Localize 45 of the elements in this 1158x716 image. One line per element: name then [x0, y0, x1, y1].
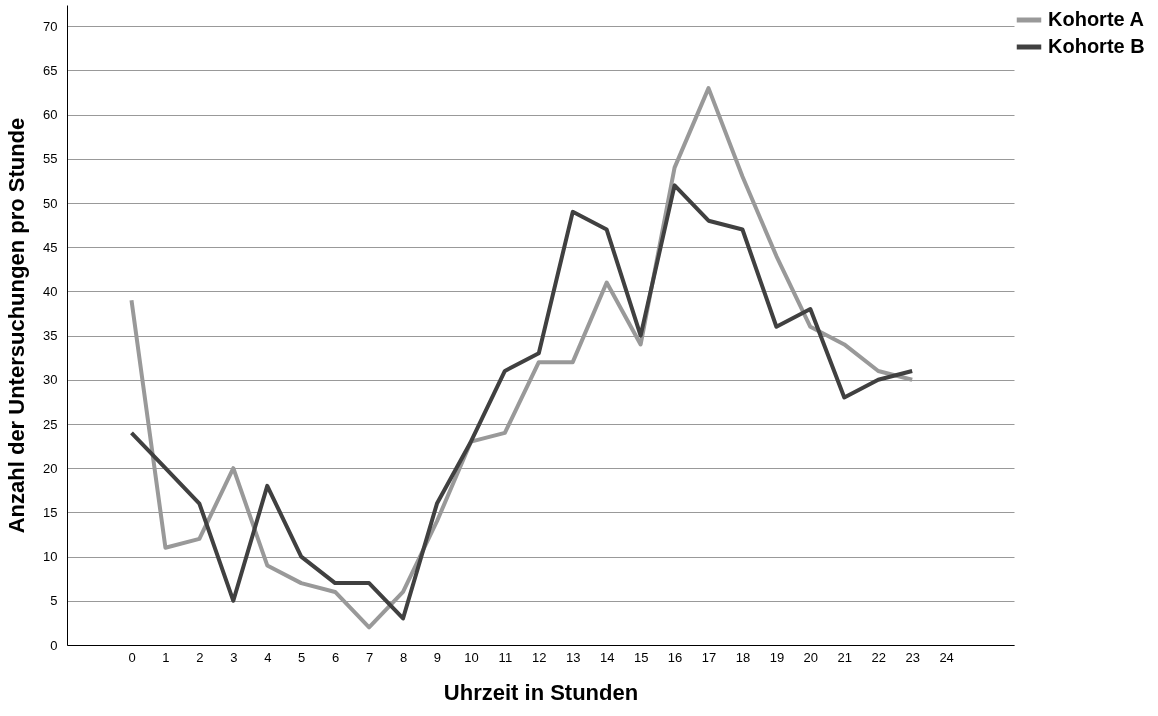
- y-tick-label: 65: [43, 62, 58, 78]
- x-tick-label: 23: [905, 649, 920, 665]
- y-tick-label: 20: [43, 460, 58, 476]
- x-tick-label: 2: [196, 649, 204, 665]
- legend-label: Kohorte A: [1048, 8, 1144, 30]
- x-tick-label: 18: [735, 649, 751, 665]
- x-tick-label: 5: [298, 649, 306, 665]
- x-tick-label: 16: [667, 649, 683, 665]
- y-tick-label: 70: [43, 18, 58, 34]
- x-tick-label: 6: [332, 649, 340, 665]
- x-tick-label: 19: [769, 649, 785, 665]
- legend-label: Kohorte B: [1048, 35, 1145, 57]
- x-tick-label: 7: [365, 649, 374, 665]
- x-axis-title: Uhrzeit in Stunden: [443, 679, 639, 705]
- x-tick-label: 4: [264, 649, 272, 665]
- x-tick-label: 8: [399, 649, 408, 665]
- x-tick-label: 24: [939, 649, 954, 665]
- y-tick-label: 5: [50, 593, 58, 609]
- y-tick-label: 60: [43, 107, 58, 123]
- y-tick-label: 25: [43, 416, 58, 432]
- x-tick-label: 15: [633, 649, 649, 665]
- y-tick-label: 40: [43, 283, 58, 299]
- x-tick-label: 12: [532, 649, 547, 665]
- x-tick-label: 20: [803, 649, 819, 665]
- x-tick-label: 1: [162, 649, 170, 665]
- y-axis-title: Anzahl der Untersuchungen pro Stunde: [4, 117, 30, 534]
- x-tick-label: 21: [837, 649, 853, 665]
- line-series: [129, 183, 915, 621]
- y-tick-label: 30: [43, 372, 58, 388]
- y-tick-label: 0: [50, 637, 58, 653]
- x-tick-label: 0: [128, 649, 136, 665]
- y-tick-label: 10: [43, 549, 58, 565]
- y-tick-label: 35: [43, 328, 58, 344]
- x-tick-label: 10: [464, 649, 479, 665]
- y-tick-label: 50: [43, 195, 58, 211]
- y-tick-label: 15: [43, 504, 58, 520]
- x-tick-label: 17: [701, 649, 717, 665]
- x-tick-label: 3: [230, 649, 238, 665]
- y-tick-label: 55: [43, 151, 58, 167]
- x-tick-label: 11: [498, 649, 513, 665]
- x-tick-label: 9: [433, 649, 442, 665]
- x-tick-label: 22: [871, 649, 886, 665]
- y-tick-label: 45: [43, 239, 58, 255]
- x-tick-label: 14: [599, 649, 615, 665]
- x-tick-label: 13: [566, 649, 581, 665]
